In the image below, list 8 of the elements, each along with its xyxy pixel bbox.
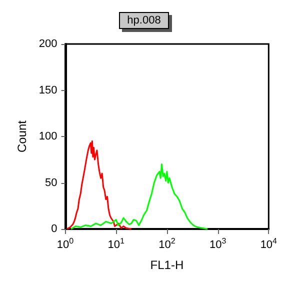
- x-axis-title: FL1-H: [150, 258, 184, 272]
- y-tick-label: 200: [38, 38, 58, 50]
- y-axis-title: Count: [15, 120, 29, 153]
- y-tick-label: 100: [38, 130, 58, 142]
- y-tick-label: 0: [51, 223, 58, 235]
- chart-title: hp.008: [127, 14, 161, 26]
- y-tick-label: 50: [45, 176, 58, 189]
- y-tick-label: 150: [38, 84, 58, 96]
